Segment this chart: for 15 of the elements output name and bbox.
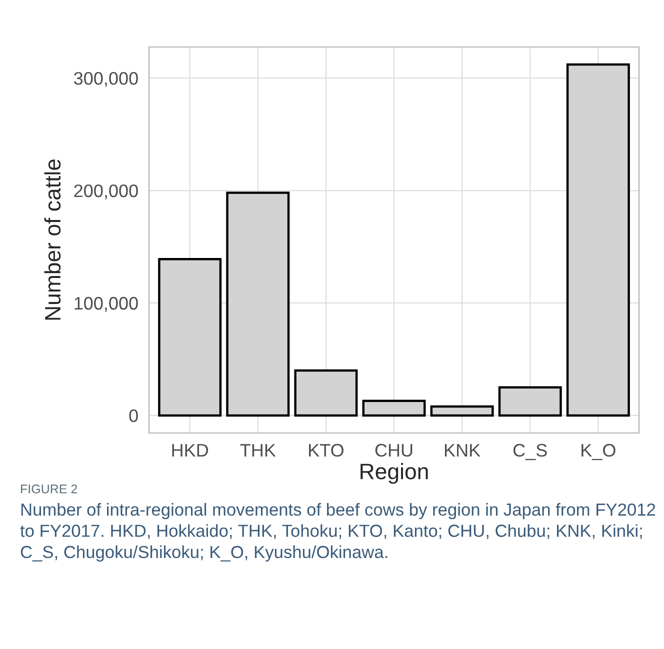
y-tick-label: 100,000 (74, 296, 138, 312)
y-tick-label: 0 (129, 409, 138, 422)
text: Number of intra-regional movements of beef cows by region in Japan from FY2012 to FY2017. HKD, Hokkaido; THK, Tohoku; KTO, Kanto; CHU, Chubu; KNK, Kinki; C_S, Chugoku/Shikoku; K_O, Kyushu/Okinawa. (20, 503, 656, 562)
y-tick-label: 200,000 (74, 184, 138, 200)
x-tick-label: KNK (444, 444, 480, 456)
caption: FIGURE 2 (21, 484, 78, 494)
y-axis-title: Number of cattle (44, 159, 61, 320)
x-axis-title: Region (360, 463, 428, 484)
y-tick-label: 300,000 (74, 72, 138, 87)
x-tick-label: THK (240, 444, 276, 456)
x-tick-label: K_O (582, 444, 616, 460)
x-tick-label: CHU (375, 444, 412, 457)
x-tick-label: KTO (309, 444, 344, 457)
x-tick-label: HKD (172, 444, 208, 456)
x-tick-label: C_S (513, 444, 547, 460)
